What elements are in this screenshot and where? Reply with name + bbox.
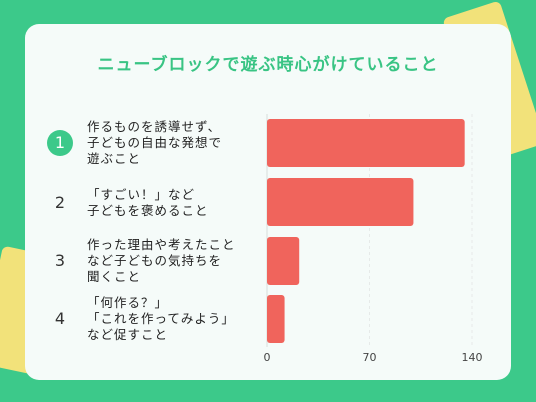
bar [267, 295, 285, 343]
chart-card: ニューブロックで遊ぶ時心がけていること 1 作るものを誘導せず、 子どもの自由な… [25, 24, 511, 380]
category-label: 「すごい！」など 子どもを褒めること [87, 187, 209, 218]
bar [267, 178, 414, 226]
bar [267, 119, 465, 167]
rank-number: 2 [54, 193, 66, 212]
row-4: 4 「何作る？」 「これを作ってみよう」 など促すこと [25, 290, 265, 348]
row-3: 3 作った理由や考えたこと など子どもの気持ちを 聞くこと [25, 232, 265, 290]
bar-chart: 0 70 140 [264, 114, 483, 364]
row-2: 2 「すごい！」など 子どもを褒めること [25, 174, 265, 232]
rank-badge: 1 [47, 130, 73, 156]
rank-number: 3 [54, 251, 66, 270]
chart-title: ニューブロックで遊ぶ時心がけていること [97, 55, 439, 75]
row-1: 1 作るものを誘導せず、 子どもの自由な発想で 遊ぶこと [25, 114, 265, 172]
bar [267, 237, 300, 285]
category-label: 「何作る？」 「これを作ってみよう」 など促すこと [87, 295, 235, 342]
x-tick-label: 0 [264, 351, 271, 364]
x-tick-label: 140 [462, 351, 483, 364]
rank-number: 4 [54, 309, 66, 328]
category-label: 作った理由や考えたこと など子どもの気持ちを 聞くこと [87, 237, 236, 284]
x-tick-label: 70 [363, 351, 377, 364]
category-label: 作るものを誘導せず、 子どもの自由な発想で 遊ぶこと [87, 119, 223, 166]
